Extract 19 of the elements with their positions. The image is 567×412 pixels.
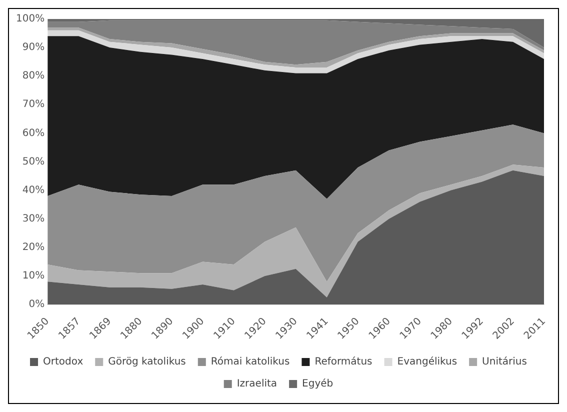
- y-tick-label: 0%: [28, 299, 45, 310]
- y-tick-label: 90%: [22, 42, 45, 54]
- y-tick-label: 10%: [22, 270, 45, 282]
- legend-label: Unitárius: [482, 356, 527, 368]
- legend-label: Római katolikus: [210, 356, 290, 368]
- legend-label: Református: [314, 356, 372, 368]
- legend-label: Evangélikus: [397, 356, 458, 368]
- y-tick-label: 60%: [22, 128, 45, 139]
- y-tick-label: 40%: [22, 184, 45, 196]
- y-tick-label: 100%: [16, 14, 45, 25]
- y-tick-label: 50%: [22, 156, 45, 168]
- y-tick-label: 80%: [22, 70, 45, 82]
- y-tick-label: 70%: [22, 99, 45, 110]
- legend-label: Izraelita: [236, 378, 278, 390]
- legend-label: Ortodox: [43, 356, 84, 368]
- legend-label: Egyéb: [302, 378, 334, 390]
- y-tick-label: 20%: [22, 242, 45, 254]
- y-tick-label: 30%: [22, 213, 45, 224]
- legend-label: Görög katolikus: [108, 356, 186, 368]
